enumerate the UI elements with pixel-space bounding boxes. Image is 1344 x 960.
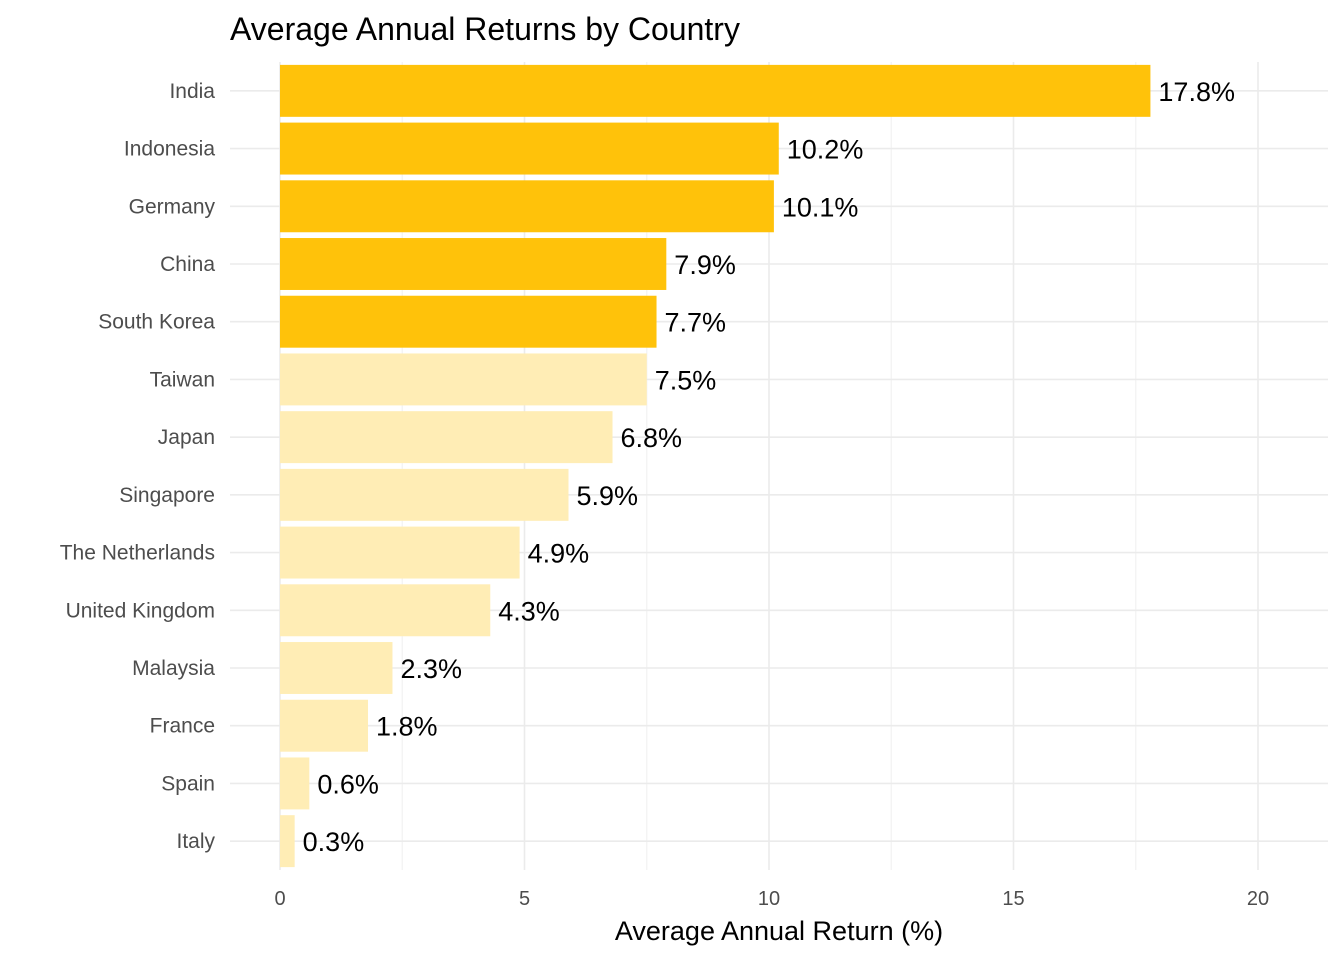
bar bbox=[280, 295, 657, 348]
bar bbox=[280, 353, 647, 406]
x-tick-label: 15 bbox=[1002, 888, 1024, 910]
y-tick-label: India bbox=[169, 80, 215, 103]
bar bbox=[280, 180, 774, 233]
bar bbox=[280, 468, 569, 521]
chart-title: Average Annual Returns by Country bbox=[230, 11, 740, 47]
data-label: 6.8% bbox=[621, 423, 683, 453]
x-axis-label: Average Annual Return (%) bbox=[615, 916, 943, 946]
bar bbox=[280, 699, 369, 752]
bar bbox=[280, 642, 393, 694]
data-label: 0.3% bbox=[303, 827, 365, 857]
data-label: 0.6% bbox=[317, 769, 379, 799]
data-label: 4.3% bbox=[498, 596, 560, 626]
bar bbox=[280, 526, 520, 579]
y-tick-label: South Korea bbox=[98, 311, 215, 334]
data-label: 17.8% bbox=[1158, 77, 1235, 107]
x-tick-label: 5 bbox=[519, 888, 530, 910]
y-tick-label: Taiwan bbox=[150, 368, 215, 391]
y-tick-label: United Kingdom bbox=[66, 599, 215, 622]
bar bbox=[280, 122, 779, 175]
bar bbox=[280, 815, 295, 868]
bars bbox=[280, 64, 1151, 868]
data-label: 7.7% bbox=[665, 308, 727, 338]
data-label: 4.9% bbox=[528, 539, 590, 569]
y-axis-labels: India Indonesia Germany China South Korea Tai… bbox=[60, 80, 216, 853]
x-axis-ticks: 0 5 10 15 20 bbox=[274, 888, 1269, 910]
x-tick-label: 10 bbox=[758, 888, 780, 910]
y-tick-label: The Netherlands bbox=[60, 542, 215, 565]
y-tick-label: Italy bbox=[176, 830, 215, 853]
x-tick-label: 0 bbox=[274, 888, 285, 910]
bar bbox=[280, 64, 1151, 117]
y-tick-label: Germany bbox=[129, 195, 216, 218]
y-tick-label: China bbox=[160, 253, 215, 276]
data-label: 7.9% bbox=[674, 250, 736, 280]
bar bbox=[280, 238, 667, 290]
data-label: 10.1% bbox=[782, 192, 859, 222]
y-tick-label: Japan bbox=[158, 426, 215, 449]
y-tick-label: Malaysia bbox=[132, 657, 215, 680]
bar bbox=[280, 411, 613, 464]
data-label: 5.9% bbox=[577, 481, 639, 511]
y-tick-label: Spain bbox=[161, 772, 215, 795]
data-label: 7.5% bbox=[655, 365, 717, 395]
y-tick-label: Singapore bbox=[119, 484, 215, 507]
data-label: 1.8% bbox=[376, 712, 438, 742]
data-label: 10.2% bbox=[787, 135, 864, 165]
data-label: 2.3% bbox=[400, 654, 462, 684]
y-tick-label: France bbox=[150, 715, 215, 738]
y-tick-label: Indonesia bbox=[124, 138, 215, 161]
x-tick-label: 20 bbox=[1247, 888, 1269, 910]
bar bbox=[280, 757, 310, 810]
bar bbox=[280, 584, 491, 637]
data-labels: 17.8% 10.2% 10.1% 7.9% 7.7% 7.5% 6.8% 5.9% 4.9% 4… bbox=[303, 77, 1235, 857]
